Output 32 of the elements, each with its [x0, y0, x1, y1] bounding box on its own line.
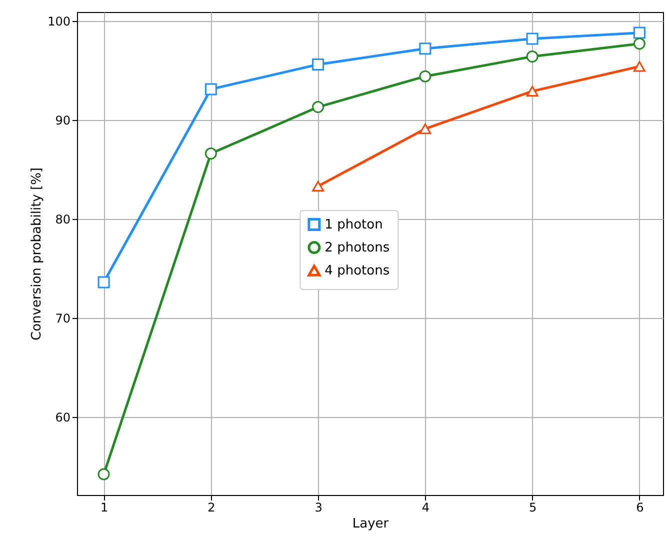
point [526, 32, 538, 45]
legend-label: 1 photon [324, 218, 383, 233]
y-tick-label: 60 [55, 410, 70, 424]
point [312, 180, 324, 192]
point [98, 468, 110, 480]
point [204, 148, 217, 160]
x-tick-label: 5 [528, 500, 537, 514]
point [312, 101, 324, 113]
point [204, 83, 217, 96]
point [633, 26, 646, 39]
x-axis-title: Layer [352, 516, 390, 532]
point [419, 42, 432, 55]
y-tick-label: 100 [48, 14, 70, 28]
x-tick-label: 1 [100, 500, 108, 514]
point [633, 38, 646, 50]
legend-label: 2 photons [324, 240, 390, 256]
point [419, 124, 432, 134]
y-axis-title: Conversion probability [%] [30, 167, 45, 341]
point [633, 61, 646, 72]
y-tick-label: 90 [55, 113, 70, 128]
point [526, 50, 538, 63]
x-tick-label: 6 [636, 500, 644, 514]
point [419, 70, 432, 82]
point [312, 58, 324, 70]
point [98, 276, 110, 288]
x-tick-label: 3 [314, 500, 322, 514]
legend-label: 4 photons [324, 264, 390, 279]
y-tick-label: 70 [55, 311, 70, 326]
point [526, 86, 538, 96]
x-tick-label: 4 [422, 500, 430, 514]
y-tick-label: 80 [55, 212, 70, 226]
x-tick-label: 2 [208, 500, 216, 514]
